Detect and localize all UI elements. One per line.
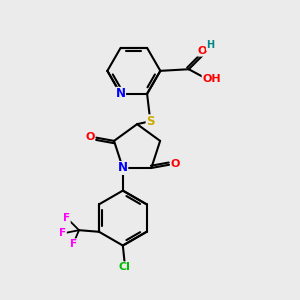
Text: N: N xyxy=(118,161,128,175)
Text: F: F xyxy=(70,239,77,249)
Text: Cl: Cl xyxy=(118,262,130,272)
Text: S: S xyxy=(146,115,154,128)
Text: O: O xyxy=(170,159,180,169)
Text: O: O xyxy=(85,132,95,142)
Text: N: N xyxy=(116,87,126,100)
Text: O: O xyxy=(198,46,207,56)
Text: F: F xyxy=(63,213,70,223)
Text: OH: OH xyxy=(202,74,221,84)
Text: F: F xyxy=(59,228,66,239)
Text: H: H xyxy=(206,40,214,50)
